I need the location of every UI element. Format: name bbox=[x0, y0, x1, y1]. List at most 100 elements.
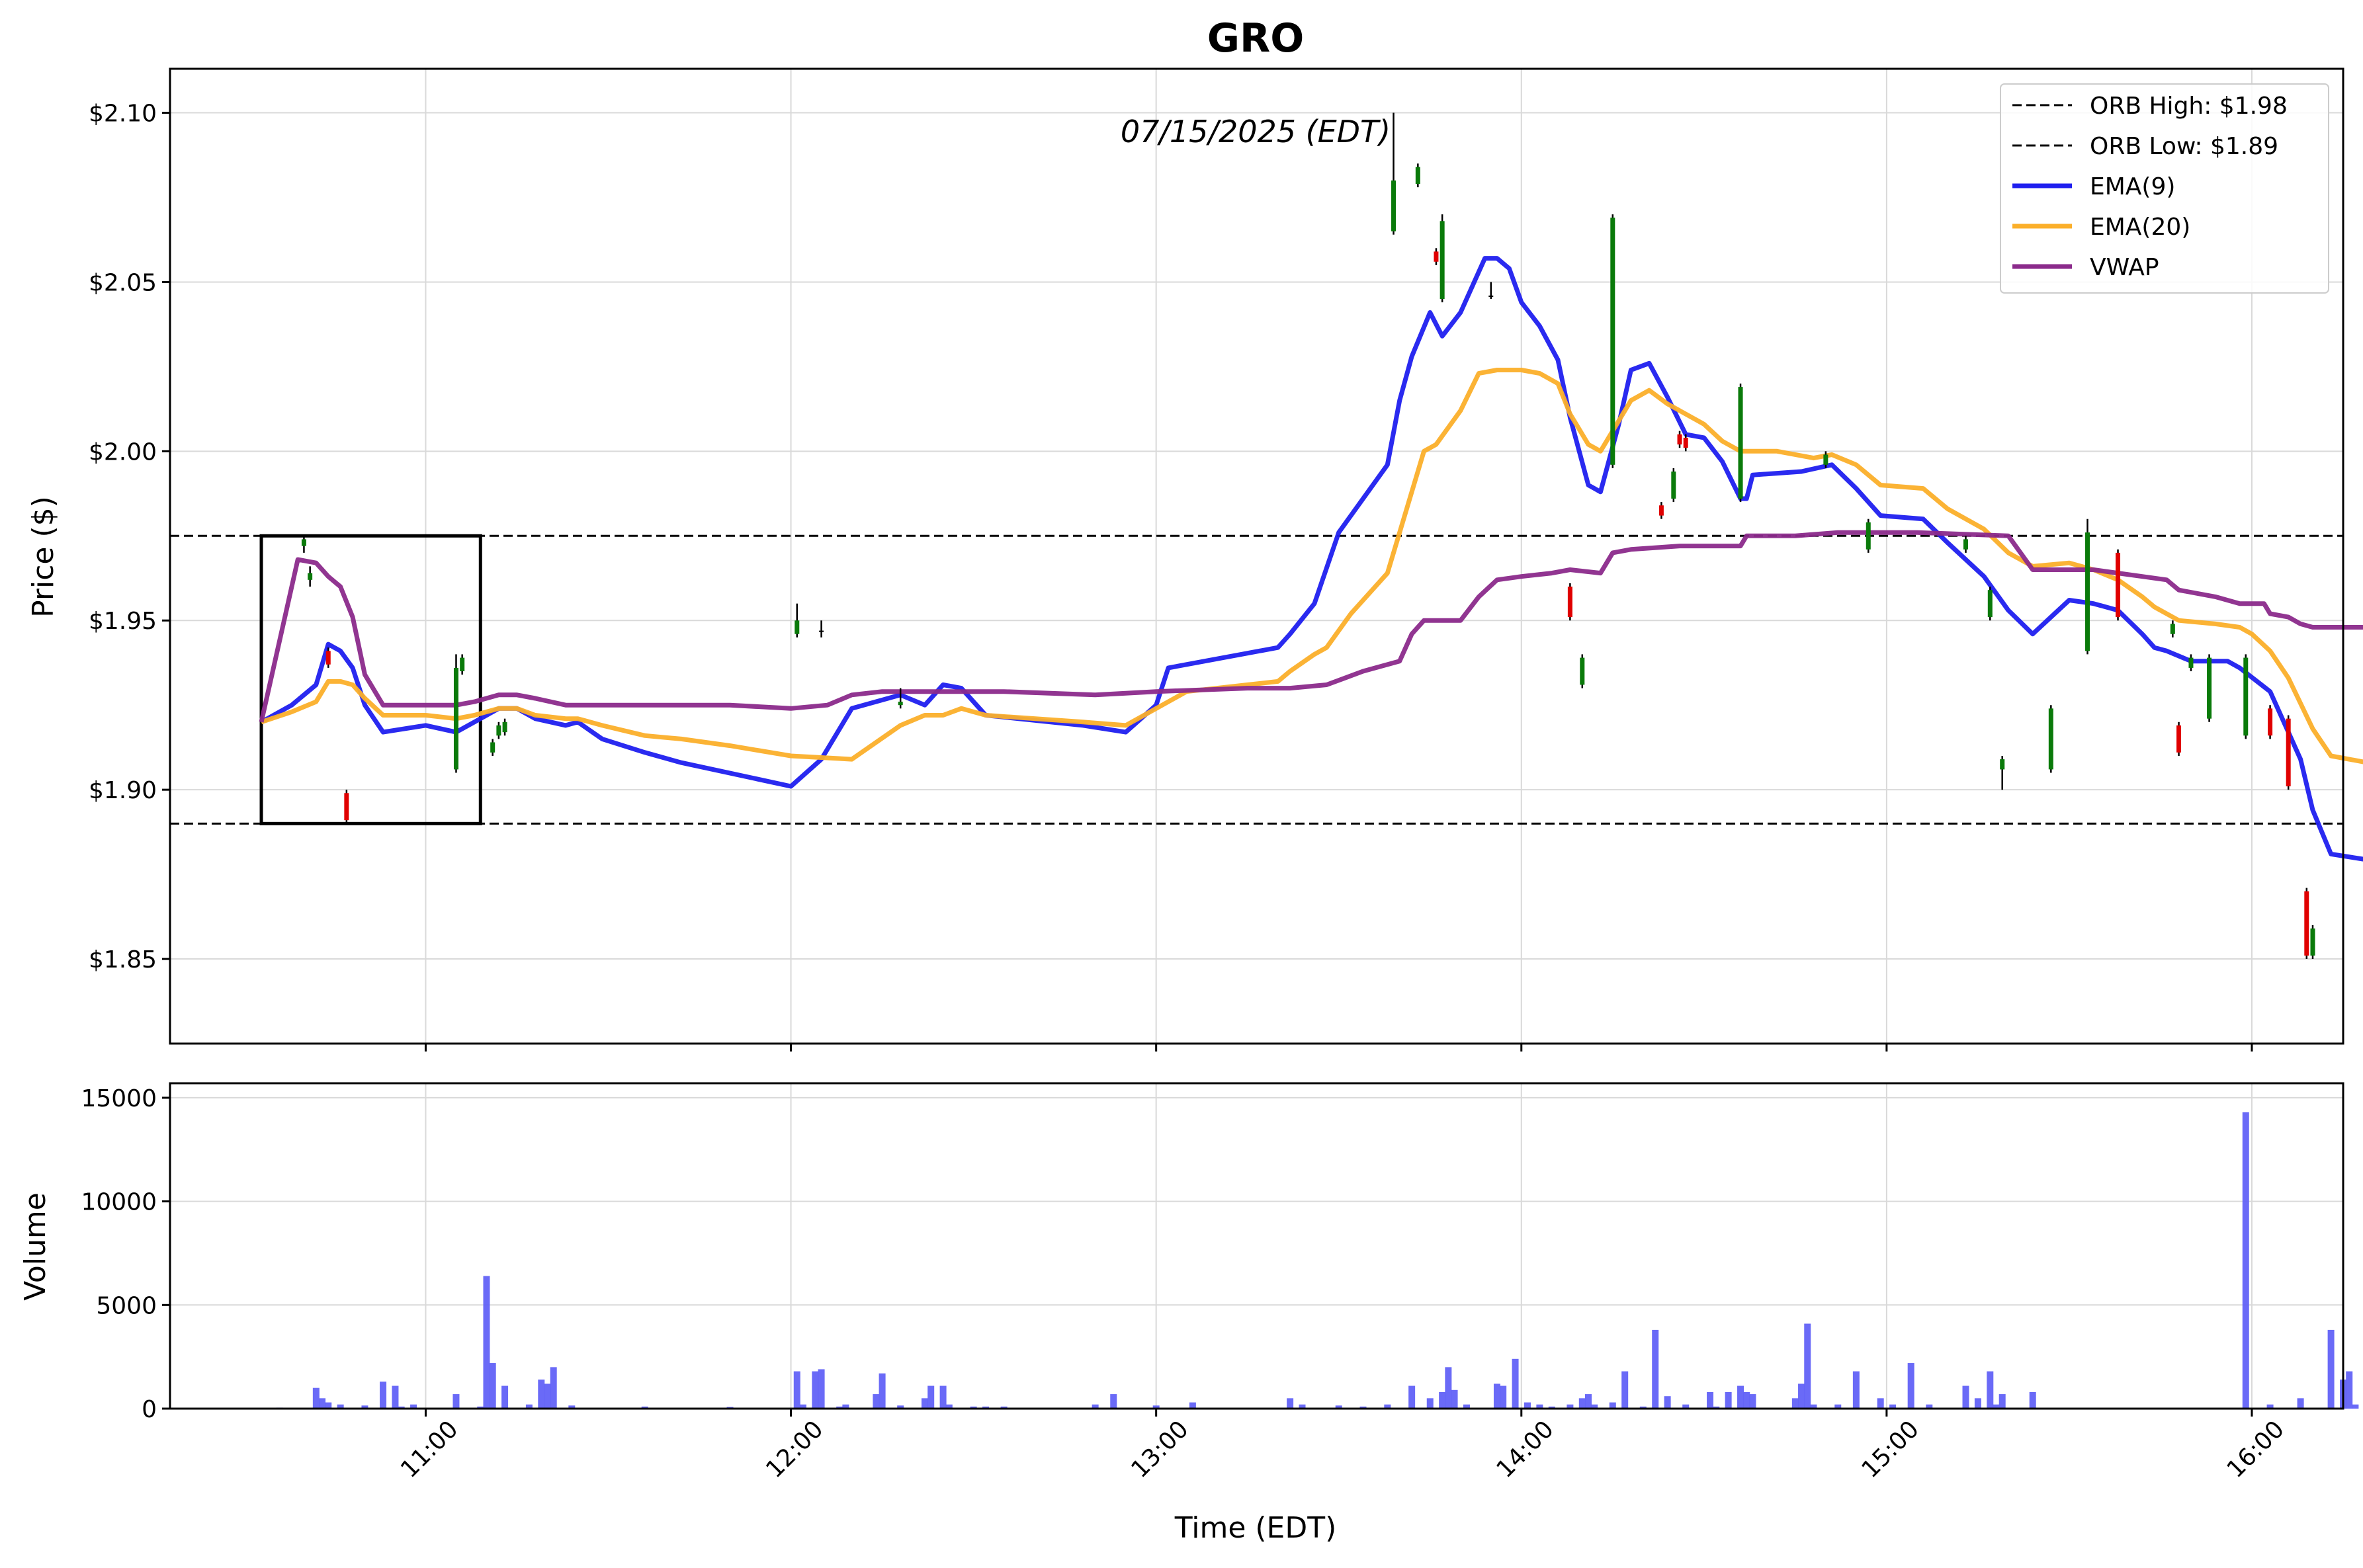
volume-tick-label: 10000 bbox=[81, 1189, 157, 1216]
volume-bar bbox=[1408, 1385, 1416, 1409]
candle-body bbox=[2116, 552, 2121, 618]
legend-label: EMA(20) bbox=[2090, 214, 2190, 241]
volume-bar bbox=[410, 1404, 417, 1409]
volume-bar bbox=[1152, 1405, 1160, 1409]
candle-body bbox=[1677, 434, 1682, 445]
candle-body bbox=[795, 620, 800, 634]
volume-bar bbox=[501, 1385, 509, 1409]
candle-body bbox=[2286, 718, 2291, 787]
time-tick-label: 11:00 bbox=[396, 1416, 463, 1483]
legend-box bbox=[2000, 83, 2329, 294]
volume-bar bbox=[1737, 1385, 1744, 1409]
volume-bar bbox=[1567, 1404, 1574, 1409]
candle-body bbox=[1415, 167, 1420, 185]
volume-bar bbox=[452, 1394, 460, 1409]
volume-bar bbox=[1445, 1367, 1452, 1409]
price-frame bbox=[169, 67, 2344, 1045]
time-tick-label: 14:00 bbox=[1491, 1416, 1559, 1483]
volume-bar bbox=[1993, 1404, 2000, 1409]
volume-bar bbox=[641, 1406, 648, 1409]
volume-bar bbox=[1000, 1406, 1008, 1409]
volume-bar bbox=[1749, 1394, 1756, 1409]
candle-body bbox=[308, 573, 313, 580]
volume-bar bbox=[550, 1367, 557, 1409]
volume-bar bbox=[361, 1405, 368, 1409]
volume-bar bbox=[2346, 1371, 2353, 1409]
price-y-ticks: $1.85 $1.90 $1.95 $2.00 $2.05 $2.10 bbox=[89, 101, 170, 973]
volume-bar bbox=[2266, 1404, 2274, 1409]
candle-body bbox=[1866, 522, 1871, 550]
volume-bar bbox=[312, 1387, 320, 1409]
volume-bar bbox=[799, 1404, 806, 1409]
volume-bar bbox=[1584, 1394, 1592, 1409]
series-line-ema9 bbox=[260, 256, 2363, 862]
volume-bar bbox=[842, 1404, 849, 1409]
volume-bar bbox=[1798, 1383, 1805, 1409]
volume-bar bbox=[1493, 1383, 1500, 1409]
volume-bar bbox=[1500, 1385, 1507, 1409]
volume-bar bbox=[836, 1406, 843, 1409]
volume-bar bbox=[319, 1398, 326, 1409]
candle-body bbox=[1683, 437, 1688, 448]
volume-bar bbox=[1852, 1371, 1860, 1409]
volume-plot-frame bbox=[169, 1082, 2344, 1410]
volume-bar bbox=[1889, 1404, 1897, 1409]
price-tick-label: $2.00 bbox=[89, 438, 157, 466]
volume-bar bbox=[922, 1398, 929, 1409]
volume-bar bbox=[1810, 1404, 1817, 1409]
date-annotation: 07/15/2025 (EDT) bbox=[1121, 114, 1391, 149]
volume-bar bbox=[1682, 1404, 1690, 1409]
price-series-lines bbox=[259, 256, 2363, 862]
volume-bar bbox=[544, 1383, 551, 1409]
volume-bar bbox=[2352, 1404, 2359, 1409]
volume-bar bbox=[1962, 1385, 1969, 1409]
volume-bar bbox=[380, 1382, 387, 1409]
volume-tick-label: 15000 bbox=[81, 1085, 157, 1112]
candle-body bbox=[344, 793, 349, 821]
volume-bar bbox=[1287, 1398, 1294, 1409]
candle-body bbox=[1488, 295, 1494, 297]
x-axis-label: Time (EDT) bbox=[1174, 1511, 1337, 1545]
volume-bar bbox=[2327, 1329, 2335, 1409]
time-tick-label: 13:00 bbox=[1126, 1416, 1193, 1483]
price-y-axis-label: Price ($) bbox=[26, 496, 60, 618]
candle-body bbox=[2243, 657, 2249, 736]
volume-bar bbox=[927, 1385, 935, 1409]
candle-body bbox=[1567, 587, 1572, 618]
volume-bar bbox=[1591, 1404, 1598, 1409]
candle-body bbox=[2000, 759, 2005, 770]
candle-body bbox=[490, 742, 495, 753]
volume-bar bbox=[1725, 1391, 1732, 1409]
time-tick-label: 16:00 bbox=[2222, 1416, 2290, 1483]
price-plot-frame bbox=[169, 67, 2344, 1045]
volume-bar bbox=[1707, 1391, 1714, 1409]
volume-bar bbox=[879, 1373, 886, 1409]
volume-bar bbox=[897, 1405, 904, 1409]
candle-body bbox=[1610, 218, 1615, 465]
candle-body bbox=[2176, 725, 2182, 753]
volume-bar bbox=[1426, 1398, 1434, 1409]
volume-bar bbox=[873, 1394, 880, 1409]
candle-body bbox=[502, 722, 507, 733]
legend-label: VWAP bbox=[2090, 254, 2159, 281]
volume-y-axis-label: Volume bbox=[19, 1192, 52, 1301]
volume-bar bbox=[1974, 1398, 1981, 1409]
candle-body bbox=[1434, 251, 1439, 262]
volume-bar bbox=[818, 1369, 825, 1409]
volume-grid bbox=[170, 1083, 2343, 1409]
volume-bar bbox=[568, 1405, 576, 1409]
legend-label: ORB High: $1.98 bbox=[2090, 93, 2288, 120]
price-reference-lines bbox=[170, 534, 2343, 825]
volume-bar bbox=[1384, 1404, 1391, 1409]
candle-body bbox=[1738, 387, 1743, 499]
volume-bar bbox=[1189, 1402, 1196, 1409]
time-tick-label: 12:00 bbox=[761, 1416, 828, 1483]
volume-bar bbox=[477, 1406, 484, 1409]
candle-body bbox=[460, 657, 465, 672]
volume-bar bbox=[1987, 1371, 1994, 1409]
volume-bar bbox=[1664, 1396, 1671, 1409]
volume-bar bbox=[1524, 1402, 1531, 1409]
candle-body bbox=[2304, 891, 2309, 956]
